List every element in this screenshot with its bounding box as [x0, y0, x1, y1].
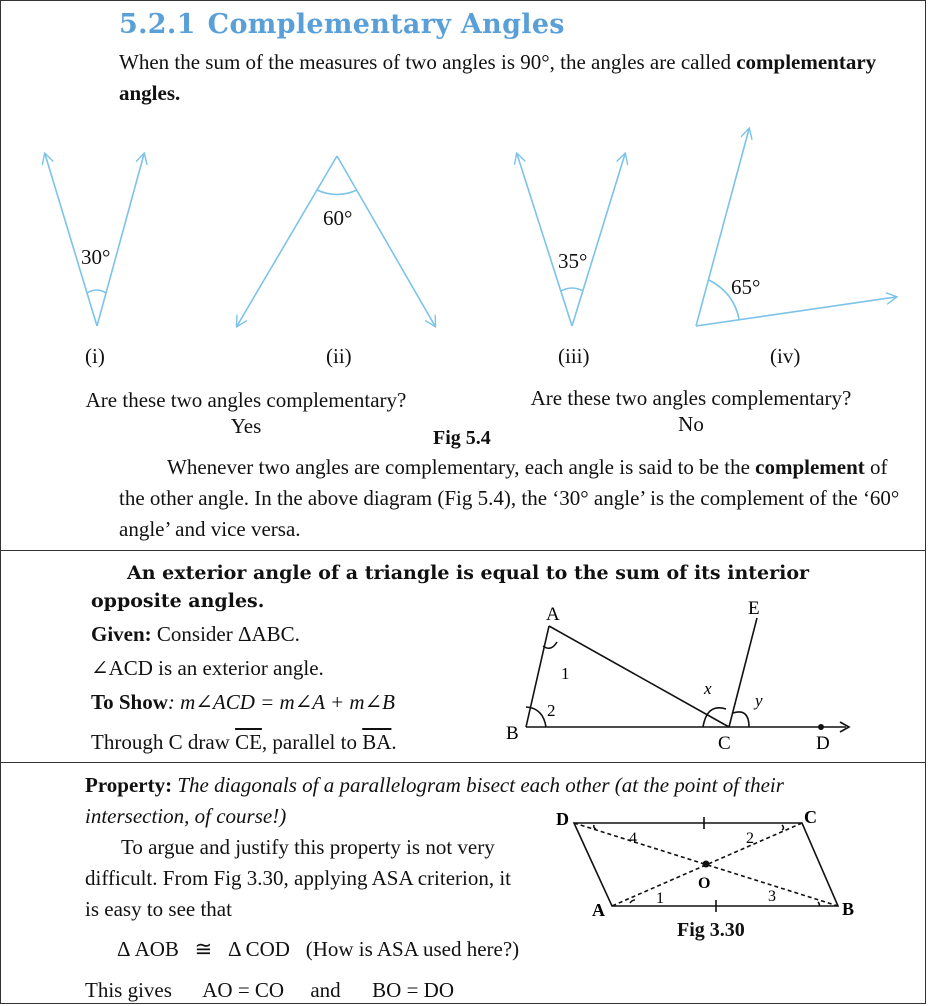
- fig-3-30-caption: Fig 3.30: [677, 919, 745, 941]
- angle-1-label: 1: [656, 890, 664, 907]
- ce-segment: CE: [235, 730, 262, 754]
- argue-line-2: difficult. From Fig 3.30, applying ASA c…: [85, 866, 512, 890]
- parallel-text: , parallel to: [261, 730, 363, 754]
- definition-paragraph: When the sum of the measures of two angl…: [119, 47, 909, 109]
- property-text: The diagonals of a parallelogram bisect …: [85, 773, 784, 828]
- vertex-b: B: [842, 899, 854, 919]
- exterior-angle-panel: An exterior angle of a triangle is equal…: [0, 550, 926, 763]
- vertex-d: D: [816, 733, 830, 754]
- section-heading: 5.2.1 Complementary Angles: [119, 9, 565, 40]
- angle-y-label: y: [753, 691, 763, 710]
- triangle-diagram: A B C D E 1 2 x y: [506, 598, 851, 754]
- vertex-a: A: [546, 604, 560, 625]
- section-number: 5.2.1: [119, 9, 196, 40]
- complement-text-2: of the other angle. In the above diagram…: [119, 455, 900, 541]
- to-show-label: To Show: [91, 690, 168, 714]
- angle-iii-label: 35°: [558, 249, 588, 273]
- answer-left: Yes: [230, 414, 262, 438]
- vertex-c: C: [718, 733, 731, 754]
- definition-bold: complementary angles.: [119, 50, 877, 105]
- angle-x-label: x: [703, 679, 712, 698]
- angle-i-label: 30°: [81, 245, 111, 269]
- question-left: Are these two angles complementary?: [85, 388, 407, 412]
- angle-2-label: 2: [746, 830, 754, 847]
- definition-text: When the sum of the measures of two angl…: [119, 50, 737, 74]
- complementary-angles-panel: 5.2.1 Complementary Angles When the sum o…: [0, 0, 926, 551]
- vertex-b: B: [506, 723, 519, 744]
- exterior-angle-line: ∠ACD is an exterior angle.: [91, 656, 324, 680]
- angle-1-label: 1: [561, 664, 570, 683]
- point-o: O: [698, 875, 710, 892]
- angle-2-label: 2: [547, 701, 556, 720]
- complement-paragraph: Whenever two angles are complementary, e…: [119, 452, 909, 545]
- roman-iv: (iv): [770, 344, 801, 368]
- theorem-statement: An exterior angle of a triangle is equal…: [91, 562, 810, 612]
- point-d-dot: [818, 724, 824, 730]
- fig-5-4-caption: Fig 5.4: [433, 427, 491, 449]
- vertex-a: A: [592, 900, 605, 920]
- roman-iii: (iii): [558, 344, 590, 368]
- section-title: Complementary Angles: [207, 9, 565, 40]
- to-show-expr: : m∠ACD = m∠A + m∠B: [167, 690, 396, 714]
- center-point-o: [702, 860, 710, 868]
- vertex-c: C: [804, 807, 817, 827]
- property-label: Property:: [85, 773, 173, 797]
- to-show-line: To Show: m∠ACD = m∠A + m∠B: [91, 687, 395, 718]
- parallelogram-panel: Property: The diagonals of a parallelogr…: [0, 762, 926, 1004]
- vertex-e: E: [748, 598, 760, 619]
- angle-ii-label: 60°: [323, 206, 353, 230]
- period: .: [391, 730, 397, 754]
- question-right: Are these two angles complementary?: [530, 386, 852, 410]
- angle-i-figure: [45, 154, 144, 327]
- given-line: Given: Consider ΔABC.: [91, 619, 300, 650]
- angle-ii-figure: [237, 155, 435, 326]
- angle-4-label: 4: [629, 830, 637, 847]
- angle-iv-label: 65°: [731, 275, 761, 299]
- vertex-d: D: [556, 809, 569, 829]
- ba-segment: BA: [362, 730, 392, 754]
- answer-right: No: [678, 412, 704, 436]
- gives-line: This gives AO = CO and BO = DO: [85, 978, 455, 1002]
- through-text: Through C draw: [91, 730, 236, 754]
- angle-iii-figure: [517, 154, 625, 327]
- complement-bold: complement: [755, 455, 865, 479]
- given-label: Given:: [91, 622, 152, 646]
- fig-5-4-diagram: [1, 1, 927, 552]
- angle-iv-figure: [695, 129, 896, 327]
- given-text: Consider ΔABC.: [156, 622, 300, 646]
- roman-i: (i): [85, 344, 105, 368]
- parallelogram-diagram: D C A B O 1 2 3 4: [556, 807, 854, 920]
- construction-line: Through C draw CE, parallel to BA.: [91, 727, 397, 758]
- angle-3-label: 3: [768, 888, 776, 905]
- argue-line-1: To argue and justify this property is no…: [121, 835, 495, 859]
- complement-text: Whenever two angles are complementary, e…: [167, 455, 756, 479]
- congruence-line: Δ AOB ≅ Δ COD (How is ASA used here?): [117, 937, 520, 961]
- property-statement: Property: The diagonals of a parallelogr…: [85, 770, 875, 832]
- argue-line-3: is easy to see that: [85, 897, 232, 921]
- roman-ii: (ii): [326, 344, 352, 368]
